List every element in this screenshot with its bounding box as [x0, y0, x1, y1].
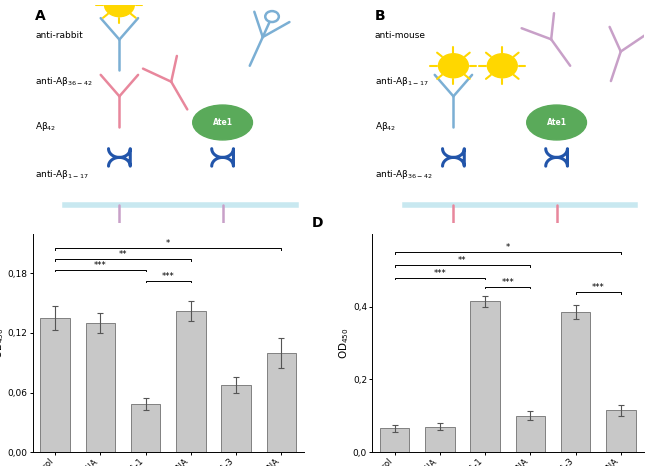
Text: anti-mouse: anti-mouse: [374, 31, 426, 40]
Ellipse shape: [192, 105, 252, 140]
Text: Aβ$_{42}$: Aβ$_{42}$: [35, 120, 57, 133]
Bar: [266, 353, 296, 452]
Text: Aβ$_{42}$: Aβ$_{42}$: [374, 120, 396, 133]
Text: **: **: [119, 250, 127, 259]
Bar: [86, 323, 115, 452]
Ellipse shape: [526, 105, 586, 140]
Text: ***: ***: [501, 278, 514, 287]
Bar: [176, 311, 205, 452]
Text: anti-Aβ$_{1-17}$: anti-Aβ$_{1-17}$: [374, 75, 428, 88]
Text: anti-Aβ$_{36-42}$: anti-Aβ$_{36-42}$: [374, 168, 432, 181]
Bar: [561, 312, 590, 452]
Bar: [40, 318, 70, 452]
Text: anti-rabbit: anti-rabbit: [35, 31, 83, 40]
Bar: [425, 426, 454, 452]
Circle shape: [105, 0, 135, 17]
Bar: [471, 301, 500, 452]
Text: **: **: [458, 256, 467, 265]
Bar: [131, 404, 161, 452]
Bar: [222, 384, 251, 452]
Text: B: B: [374, 9, 385, 23]
Circle shape: [488, 54, 517, 78]
Text: ***: ***: [94, 261, 107, 270]
Bar: [606, 410, 636, 452]
Text: Ate1: Ate1: [213, 118, 233, 127]
Text: anti-Aβ$_{36-42}$: anti-Aβ$_{36-42}$: [35, 75, 93, 88]
Circle shape: [439, 54, 469, 78]
Text: A: A: [35, 9, 46, 23]
Y-axis label: OD$_{450}$: OD$_{450}$: [0, 327, 6, 359]
Text: D: D: [312, 216, 324, 230]
Bar: [380, 428, 410, 452]
Text: ***: ***: [434, 268, 446, 278]
Text: *: *: [506, 243, 510, 252]
Text: *: *: [166, 239, 170, 248]
Y-axis label: OD$_{450}$: OD$_{450}$: [337, 327, 352, 359]
Text: anti-Aβ$_{1-17}$: anti-Aβ$_{1-17}$: [35, 168, 89, 181]
Text: ***: ***: [592, 283, 604, 292]
Text: ***: ***: [162, 272, 175, 281]
Bar: [515, 416, 545, 452]
Text: Ate1: Ate1: [547, 118, 567, 127]
